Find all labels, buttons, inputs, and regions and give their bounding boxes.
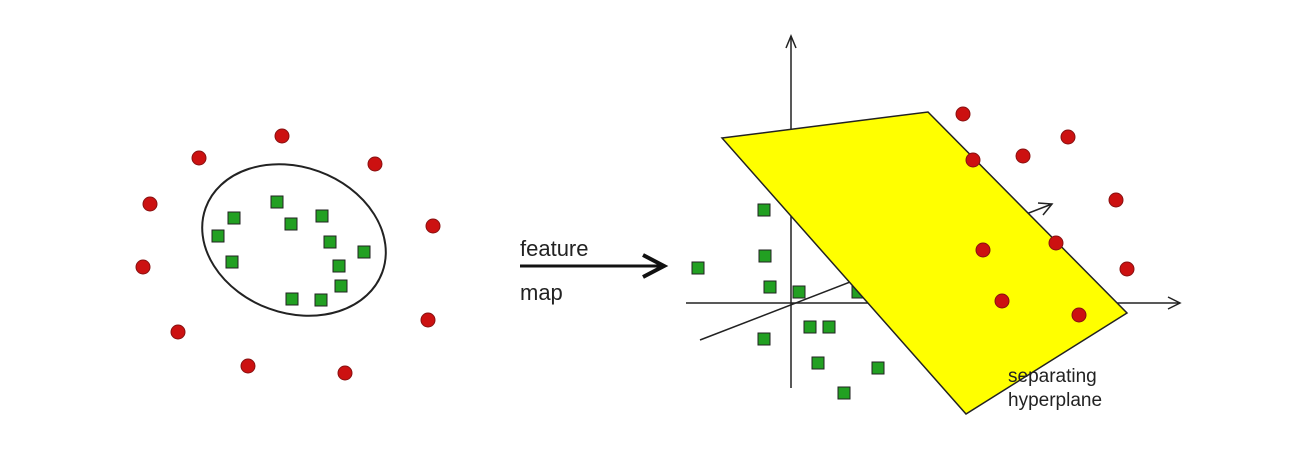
red-circle-icon (337, 365, 353, 381)
green-square-icon (270, 195, 284, 209)
green-square-icon (285, 292, 299, 306)
green-square-icon (323, 235, 337, 249)
red-circle-icon (965, 152, 981, 168)
feature-map-arrow: feature map (520, 236, 669, 305)
red-circle-icon (142, 196, 158, 212)
red-circle-icon (425, 218, 441, 234)
axis-depth-arrowhead-icon (1037, 202, 1054, 216)
arrow-head-icon (642, 253, 669, 279)
green-square-icon (757, 203, 771, 217)
red-circle-icon (191, 150, 207, 166)
green-square-icon (227, 211, 241, 225)
green-square-icon (803, 320, 817, 334)
green-square-icon (314, 293, 328, 307)
green-square-icon (332, 259, 346, 273)
red-circle-icon (135, 259, 151, 275)
red-circle-icon (420, 312, 436, 328)
red-circle-icon (274, 128, 290, 144)
red-circle-icon (975, 242, 991, 258)
green-square-icon (758, 249, 772, 263)
decision-boundary-ellipse (201, 163, 387, 317)
arrow-label-map: map (520, 280, 563, 305)
axis-horizontal-arrowhead-icon (1167, 296, 1182, 310)
feature-space: separating hyperplane (686, 34, 1182, 415)
arrow-label-feature: feature (520, 236, 589, 261)
red-circle-icon (1015, 148, 1031, 164)
separating-hyperplane (720, 111, 1129, 415)
green-square-icon (871, 361, 885, 375)
red-circle-icon (1119, 261, 1135, 277)
red-circle-icon (170, 324, 186, 340)
green-square-icon (225, 255, 239, 269)
green-square-icon (334, 279, 348, 293)
green-square-icon (822, 320, 836, 334)
green-square-points (211, 195, 371, 307)
red-circle-icon (367, 156, 383, 172)
green-square-icon (811, 356, 825, 370)
hyperplane-label-separating: separating (1008, 366, 1097, 387)
green-square-icon (211, 229, 225, 243)
green-square-icon (691, 261, 705, 275)
hyperplane-label-hyperplane: hyperplane (1008, 390, 1102, 411)
green-square-icon (837, 386, 851, 400)
red-circle-icon (1048, 235, 1064, 251)
red-circle-icon (1108, 192, 1124, 208)
red-circle-icon (955, 106, 971, 122)
green-square-icon (792, 285, 806, 299)
input-space (135, 128, 441, 381)
red-circle-icon (1060, 129, 1076, 145)
red-circle-points (955, 106, 1135, 323)
green-square-icon (757, 332, 771, 346)
green-square-icon (357, 245, 371, 259)
green-square-icon (284, 217, 298, 231)
red-circle-points (135, 128, 441, 381)
axis-vertical-arrowhead-icon (785, 34, 797, 49)
red-circle-icon (1071, 307, 1087, 323)
green-square-icon (315, 209, 329, 223)
red-circle-icon (240, 358, 256, 374)
red-circle-icon (994, 293, 1010, 309)
green-square-icon (763, 280, 777, 294)
